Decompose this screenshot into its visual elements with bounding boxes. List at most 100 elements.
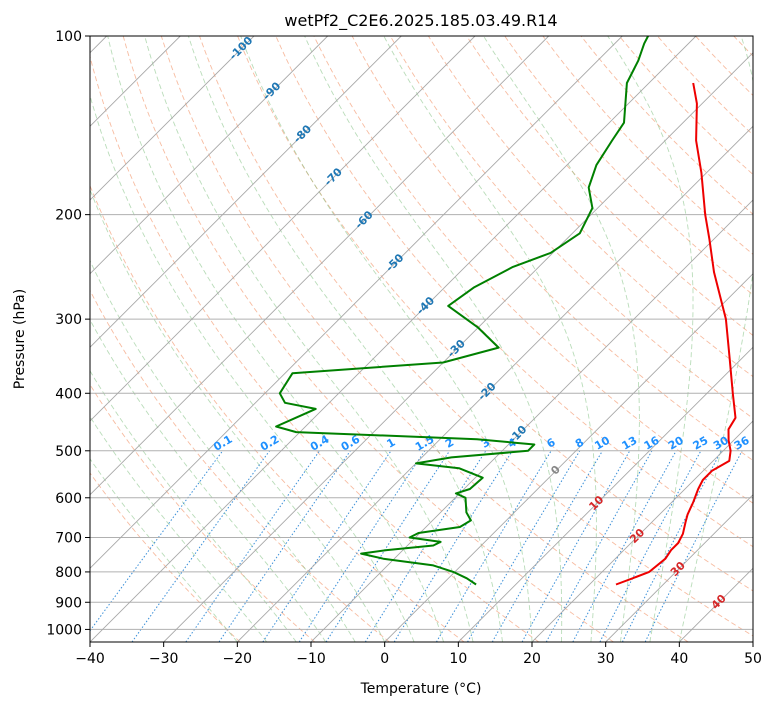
isotherm-line — [605, 494, 753, 642]
isotherm-line — [752, 641, 753, 642]
moist-adiabat-line — [90, 415, 268, 642]
mixing-ratio-line — [185, 450, 321, 642]
y-tick-label: 700 — [55, 531, 82, 547]
mixing-ratio-label: 3 — [479, 436, 492, 451]
x-tick-label: −30 — [149, 651, 179, 667]
isotherm-label: -90 — [260, 79, 283, 102]
dry-adiabat-line — [695, 36, 753, 97]
dry-adiabat-line — [237, 36, 753, 592]
mixing-ratio-line — [599, 450, 702, 642]
isotherm-line — [90, 36, 329, 275]
dry-adiabat-line — [466, 36, 753, 336]
moist-adiabat-line — [90, 259, 356, 642]
dewpoint-trace — [275, 36, 649, 586]
dry-adiabat-line — [90, 184, 465, 642]
isotherm-label: 20 — [627, 526, 647, 546]
moist-adiabat-line — [240, 36, 533, 642]
dry-adiabat-line — [90, 383, 315, 642]
mixing-ratio-line — [131, 450, 271, 642]
isotherm-line — [310, 199, 753, 642]
x-axis-ticks: −40 −30 −20 −10 0 10 20 30 40 50 — [75, 642, 762, 667]
isotherm-line — [90, 36, 623, 569]
moist-adiabat-line — [304, 36, 563, 642]
moist-adiabat-line — [90, 318, 327, 642]
y-tick-label: 400 — [55, 386, 82, 402]
x-tick-label: 40 — [670, 651, 688, 667]
isotherm-line — [236, 125, 753, 642]
isotherm-line — [457, 346, 753, 642]
mixing-ratio-line — [644, 450, 743, 642]
mixing-ratio-line — [90, 450, 224, 632]
mixing-ratio-line — [435, 450, 552, 642]
moist-adiabat-line — [483, 36, 640, 642]
y-tick-label: 500 — [55, 444, 82, 460]
mixing-ratio-line — [393, 450, 513, 642]
mixing-ratio-label: 10 — [592, 434, 612, 453]
sounding-traces — [275, 36, 737, 586]
x-tick-label: 30 — [597, 651, 615, 667]
moist-adiabat-line — [107, 36, 445, 642]
y-tick-label: 200 — [55, 208, 82, 224]
dry-adiabat-line — [733, 36, 753, 57]
isotherm-line — [384, 273, 753, 642]
dry-adiabat-line — [122, 36, 614, 642]
dry-adiabat-line — [313, 36, 753, 504]
isotherm-label: 0 — [548, 463, 563, 478]
dry-adiabat-line — [160, 36, 689, 642]
dry-adiabat-line — [90, 289, 390, 642]
mixing-ratio-label: 1 — [384, 436, 397, 451]
isotherm-label: -20 — [475, 380, 498, 403]
x-tick-label: 20 — [523, 651, 541, 667]
chart-title: wetPf2_C2E6.2025.185.03.49.R14 — [284, 11, 557, 31]
x-tick-label: 50 — [744, 651, 762, 667]
mixing-ratio-line — [325, 450, 451, 642]
dry-adiabat-line — [504, 36, 753, 296]
moist-adiabat-line — [383, 36, 597, 642]
x-tick-label: 10 — [449, 651, 467, 667]
grid-lines — [90, 36, 753, 642]
y-tick-label: 800 — [55, 565, 82, 581]
isotherm-line — [90, 36, 476, 422]
isotherm-label: -100 — [227, 34, 256, 63]
x-tick-label: −20 — [223, 651, 253, 667]
mixing-ratio-line — [491, 450, 603, 642]
mixing-ratio-line — [298, 450, 426, 642]
y-tick-label: 300 — [55, 312, 82, 328]
moist-adiabat-line — [90, 93, 415, 642]
x-tick-label: 0 — [380, 651, 389, 667]
mixing-ratio-label: 13 — [620, 434, 640, 453]
moist-adiabat-line — [90, 188, 386, 642]
mixing-ratio-label: 25 — [691, 434, 711, 453]
x-axis-title: Temperature (°C) — [360, 681, 482, 697]
temperature-trace — [615, 82, 737, 586]
y-tick-label: 1000 — [46, 622, 82, 638]
dry-adiabat-line — [90, 472, 241, 642]
y-axis-ticks: 100 200 300 400 500 600 700 800 900 1000 — [46, 29, 90, 638]
dry-adiabat-line — [657, 36, 753, 136]
isotherm-line — [90, 36, 402, 348]
y-axis-title: Pressure (hPa) — [12, 289, 28, 389]
isotherm-label: -80 — [291, 122, 314, 145]
isotherm-line — [90, 36, 697, 642]
mixing-ratio-line — [621, 450, 722, 642]
mixing-ratio-label: 6 — [544, 435, 557, 450]
isotherm-line — [90, 36, 550, 496]
isotherm-line — [163, 52, 753, 642]
isotherm-label: -40 — [414, 294, 437, 317]
mixing-ratio-line — [218, 450, 351, 642]
background-lines — [90, 36, 753, 642]
dry-adiabat-line — [90, 54, 540, 642]
mixing-ratio-line — [572, 450, 677, 642]
mixing-ratio-label: 16 — [642, 434, 662, 453]
isotherm-label: -60 — [352, 208, 375, 231]
moist-adiabat-line — [144, 36, 474, 642]
dry-adiabat-line — [389, 36, 753, 419]
dry-adiabat-line — [580, 36, 753, 215]
moist-adiabat-line — [607, 36, 694, 642]
y-tick-label: 600 — [55, 491, 82, 507]
plot-frame — [89, 35, 754, 643]
y-tick-label: 100 — [55, 29, 82, 45]
moist-adiabat-line — [187, 36, 503, 642]
x-tick-label: −10 — [296, 651, 326, 667]
dry-adiabat-line — [351, 36, 753, 462]
